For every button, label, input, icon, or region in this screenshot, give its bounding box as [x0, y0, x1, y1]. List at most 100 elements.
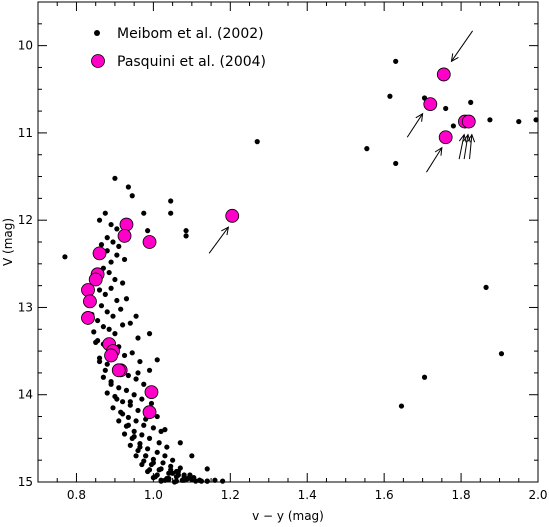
- meibom-point: [114, 252, 120, 258]
- meibom-point: [177, 465, 183, 471]
- arrow-annotations: [208, 30, 476, 254]
- meibom-point: [125, 414, 131, 421]
- meibom-point: [364, 146, 370, 152]
- pasquini-point: [144, 385, 159, 400]
- meibom-point: [106, 269, 112, 276]
- meibom-point: [108, 259, 114, 265]
- meibom-point: [177, 440, 183, 446]
- meibom-point: [143, 453, 149, 459]
- meibom-point: [102, 291, 108, 297]
- meibom-point: [118, 306, 124, 312]
- meibom-point: [112, 276, 118, 283]
- x-tick-label: 2.0: [528, 488, 547, 502]
- meibom-point: [204, 466, 210, 472]
- meibom-point: [141, 381, 147, 387]
- meibom-point: [114, 396, 120, 402]
- meibom-point: [96, 358, 103, 365]
- meibom-point: [173, 478, 180, 484]
- meibom-point: [104, 390, 110, 396]
- meibom-point: [114, 297, 120, 304]
- meibom-point: [181, 474, 187, 480]
- meibom-point: [487, 117, 493, 123]
- meibom-point: [129, 193, 135, 199]
- meibom-point: [168, 467, 174, 473]
- meibom-point: [450, 123, 456, 129]
- meibom-point: [137, 444, 143, 450]
- meibom-point: [135, 335, 141, 341]
- arrow-shaft: [463, 134, 469, 160]
- meibom-points: [62, 58, 539, 485]
- meibom-point: [164, 444, 170, 450]
- meibom-point: [158, 466, 164, 472]
- meibom-point: [104, 361, 110, 367]
- meibom-point: [393, 160, 399, 167]
- pasquini-point: [119, 217, 134, 232]
- meibom-point: [146, 367, 153, 373]
- meibom-point: [96, 217, 103, 223]
- meibom-point: [173, 468, 180, 475]
- meibom-point: [150, 425, 156, 431]
- meibom-point: [183, 228, 189, 234]
- y-tick-label: 10: [18, 39, 33, 53]
- pasquini-point: [438, 130, 453, 145]
- meibom-point: [141, 422, 147, 428]
- meibom-point: [443, 105, 449, 112]
- pasquini-point: [104, 348, 118, 363]
- meibom-point: [387, 93, 393, 99]
- meibom-point: [133, 313, 139, 319]
- legend-label-pasquini: Pasquini et al. (2004): [117, 54, 266, 70]
- x-tick-label: 1.4: [298, 488, 317, 502]
- arrow-head: [467, 133, 476, 143]
- meibom-point: [204, 478, 210, 484]
- meibom-point: [108, 285, 114, 291]
- meibom-point: [100, 374, 106, 380]
- meibom-point: [145, 446, 151, 452]
- arrow-head: [415, 112, 424, 122]
- meibom-point: [398, 403, 405, 409]
- meibom-point: [116, 385, 122, 391]
- pasquini-point: [81, 283, 95, 297]
- y-tick-label: 14: [18, 388, 33, 402]
- arrow-head: [463, 133, 471, 143]
- meibom-point: [393, 58, 399, 64]
- meibom-point: [125, 422, 131, 428]
- meibom-point: [135, 370, 141, 376]
- pasquini-point: [436, 67, 451, 82]
- meibom-point: [139, 396, 145, 402]
- meibom-point: [120, 280, 126, 286]
- legend-label-meibom: Meibom et al. (2002): [117, 26, 264, 42]
- meibom-point: [104, 309, 110, 315]
- meibom-point: [156, 440, 162, 446]
- x-tick-label: 1.2: [221, 488, 240, 502]
- meibom-point: [125, 372, 131, 379]
- y-tick-label: 13: [18, 300, 33, 314]
- pasquini-point: [117, 228, 132, 243]
- meibom-point: [121, 352, 128, 359]
- arrow-head: [434, 146, 443, 156]
- meibom-point: [120, 399, 126, 405]
- meibom-point: [125, 184, 131, 190]
- arrow-shaft: [426, 147, 443, 173]
- meibom-point: [104, 235, 110, 241]
- pasquini-point: [83, 294, 97, 309]
- meibom-point: [120, 322, 126, 328]
- meibom-point: [189, 476, 195, 482]
- tick-labels: 0.8 1.0 1.2 1.4 1.6 1.8 2.0 10 11 12 13 14 15: [18, 39, 548, 502]
- pasquini-point: [81, 311, 95, 325]
- meibom-point: [98, 242, 105, 248]
- meibom-point: [108, 221, 114, 228]
- arrow-head: [221, 226, 230, 236]
- meibom-point: [131, 392, 137, 398]
- meibom-point: [93, 339, 99, 345]
- meibom-point: [421, 374, 428, 380]
- meibom-point: [154, 449, 160, 455]
- meibom-point: [150, 460, 156, 466]
- meibom-point: [146, 435, 153, 441]
- meibom-point: [154, 357, 160, 363]
- x-tick-label: 1.6: [375, 488, 394, 502]
- pasquini-point: [92, 246, 107, 261]
- meibom-point: [133, 376, 139, 382]
- meibom-point: [141, 210, 147, 216]
- meibom-point: [131, 434, 137, 440]
- meibom-point: [112, 175, 118, 181]
